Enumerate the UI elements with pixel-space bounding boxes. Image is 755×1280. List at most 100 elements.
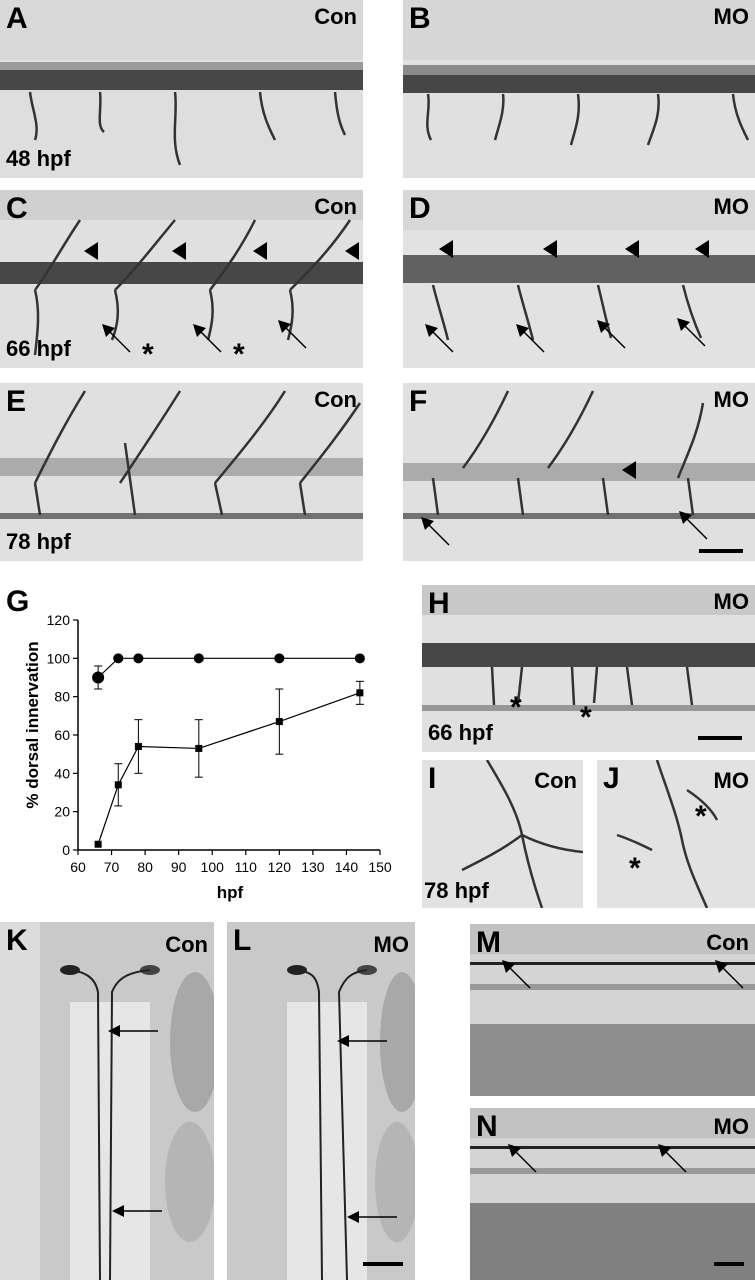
asterisk-marker: * [510, 691, 522, 724]
panel-b-micrograph [403, 0, 755, 178]
panel-label: G [6, 585, 30, 618]
condition-label: Con [165, 932, 208, 957]
condition-label: Con [706, 930, 749, 955]
asterisk-marker: * [580, 701, 592, 734]
condition-label: Con [314, 387, 357, 412]
y-tick-label: 40 [54, 765, 70, 781]
panel-f: F MO [403, 383, 755, 561]
x-tick-label: 140 [335, 859, 359, 875]
arrow-icon [112, 1205, 162, 1217]
panel-a-micrograph [0, 0, 363, 178]
asterisk-marker: * [629, 852, 641, 885]
data-point-circle [92, 671, 105, 684]
x-tick-label: 120 [268, 859, 292, 875]
scale-bar [698, 736, 742, 740]
panel-b: B MO [403, 0, 755, 178]
panel-d: D MO [403, 190, 755, 368]
panel-m-micrograph [470, 924, 755, 1096]
x-tick-label: 60 [70, 859, 86, 875]
condition-label: MO [713, 1114, 749, 1139]
scale-bar [363, 1262, 403, 1266]
panel-a: A Con 48 hpf [0, 0, 363, 178]
panel-label: I [428, 762, 437, 795]
asterisk-marker: * [233, 338, 245, 369]
asterisk-marker: * [142, 338, 154, 369]
x-tick-label: 80 [137, 859, 153, 875]
panel-g-chart: G 0 20 40 60 80 100 120 60 70 80 90 100 110 120 130 140… [0, 565, 395, 905]
condition-label: Con [314, 194, 357, 219]
x-tick-label: 150 [368, 859, 392, 875]
panel-label: B [409, 2, 431, 35]
arrowhead-icon [172, 242, 186, 260]
panel-k-micrograph [0, 922, 214, 1280]
arrowhead-icon [345, 242, 359, 260]
scale-bar [714, 1262, 744, 1266]
panel-label: A [6, 2, 28, 35]
condition-label: MO [713, 387, 749, 412]
panel-label: D [409, 192, 431, 225]
arrowhead-icon [625, 240, 639, 258]
panel-j: J MO * * [597, 760, 755, 908]
x-tick-label: 90 [171, 859, 187, 875]
y-tick-label: 60 [54, 727, 70, 743]
arrow-icon [679, 511, 708, 540]
panel-n: N MO [470, 1108, 755, 1280]
arrow-icon [715, 960, 744, 989]
condition-label: MO [713, 194, 749, 219]
arrowhead-icon [622, 461, 636, 479]
x-tick-label: 70 [104, 859, 120, 875]
condition-label: Con [534, 768, 577, 793]
panel-label: M [476, 926, 501, 959]
series-line-square [97, 692, 361, 845]
arrow-icon [278, 320, 307, 349]
y-axis-title: % dorsal innervation [23, 641, 42, 808]
arrow-icon [597, 320, 626, 349]
data-point-circle [354, 653, 365, 664]
arrow-icon [658, 1144, 687, 1173]
panel-l: L MO [227, 922, 415, 1280]
x-axis-title: hpf [217, 883, 244, 902]
x-tick-label: 100 [201, 859, 225, 875]
panel-f-micrograph [403, 383, 755, 561]
dorsal-innervation-chart: 0 20 40 60 80 100 120 60 70 80 90 100 110 120 130 140 15… [23, 612, 392, 902]
panel-i: I Con 78 hpf [422, 760, 583, 908]
data-point-circle [133, 653, 144, 664]
condition-label: Con [314, 4, 357, 29]
y-tick-label: 100 [47, 650, 71, 666]
panel-h: H MO 66 hpf * * [422, 585, 755, 752]
arrowhead-icon [543, 240, 557, 258]
y-tick-label: 120 [47, 612, 71, 628]
panel-e-micrograph [0, 383, 363, 561]
asterisk-marker: * [695, 800, 707, 833]
arrowhead-icon [695, 240, 709, 258]
arrow-icon [102, 324, 131, 353]
arrowhead-icon [253, 242, 267, 260]
panel-e: E Con 78 hpf [0, 383, 363, 561]
time-label: 66 hpf [428, 720, 493, 745]
data-point-circle [113, 653, 124, 664]
panel-label: C [6, 192, 28, 225]
arrow-icon [108, 1025, 158, 1037]
panel-label: F [409, 385, 428, 418]
data-point-square [195, 744, 203, 752]
data-point-circle [193, 653, 204, 664]
panel-label: H [428, 587, 450, 620]
panel-label: J [603, 762, 620, 795]
panel-h-micrograph [422, 585, 755, 752]
arrow-icon [502, 960, 531, 989]
condition-label: MO [713, 4, 749, 29]
panel-label: K [6, 924, 28, 957]
panel-n-micrograph [470, 1108, 755, 1280]
data-point-square [114, 781, 122, 789]
data-point-square [134, 743, 142, 750]
x-tick-label: 110 [235, 859, 258, 875]
data-point-square [356, 689, 364, 697]
time-label: 78 hpf [424, 878, 489, 903]
arrowhead-icon [439, 240, 453, 258]
panel-c: C Con 66 hpf * * [0, 190, 363, 368]
arrow-icon [337, 1035, 387, 1047]
scale-bar [699, 549, 743, 553]
panel-c-micrograph [0, 190, 363, 368]
arrow-icon [421, 517, 450, 546]
panel-label: N [476, 1110, 498, 1143]
